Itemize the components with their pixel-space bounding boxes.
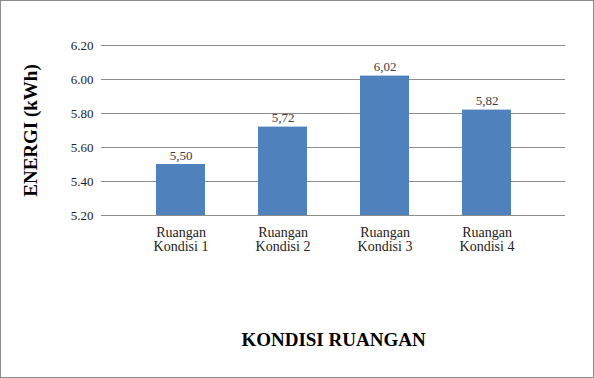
svg-text:5,50: 5,50 bbox=[170, 148, 193, 163]
svg-text:6.20: 6.20 bbox=[71, 38, 94, 53]
svg-text:5,82: 5,82 bbox=[476, 93, 499, 108]
svg-text:5.60: 5.60 bbox=[71, 140, 94, 155]
svg-text:RuanganKondisi 2: RuanganKondisi 2 bbox=[256, 225, 311, 254]
svg-text:6.00: 6.00 bbox=[71, 72, 94, 87]
svg-text:5.40: 5.40 bbox=[71, 174, 94, 189]
svg-text:KONDISI RUANGAN: KONDISI RUANGAN bbox=[241, 329, 425, 350]
svg-text:6,02: 6,02 bbox=[374, 59, 397, 74]
svg-text:5.20: 5.20 bbox=[71, 208, 94, 223]
svg-text:RuanganKondisi 1: RuanganKondisi 1 bbox=[154, 225, 209, 254]
svg-text:5.80: 5.80 bbox=[71, 106, 94, 121]
svg-text:5,72: 5,72 bbox=[272, 110, 295, 125]
svg-text:ENERGI (kWh): ENERGI (kWh) bbox=[20, 64, 42, 197]
svg-text:RuanganKondisi 3: RuanganKondisi 3 bbox=[358, 225, 413, 254]
svg-text:RuanganKondisi 4: RuanganKondisi 4 bbox=[460, 225, 515, 254]
